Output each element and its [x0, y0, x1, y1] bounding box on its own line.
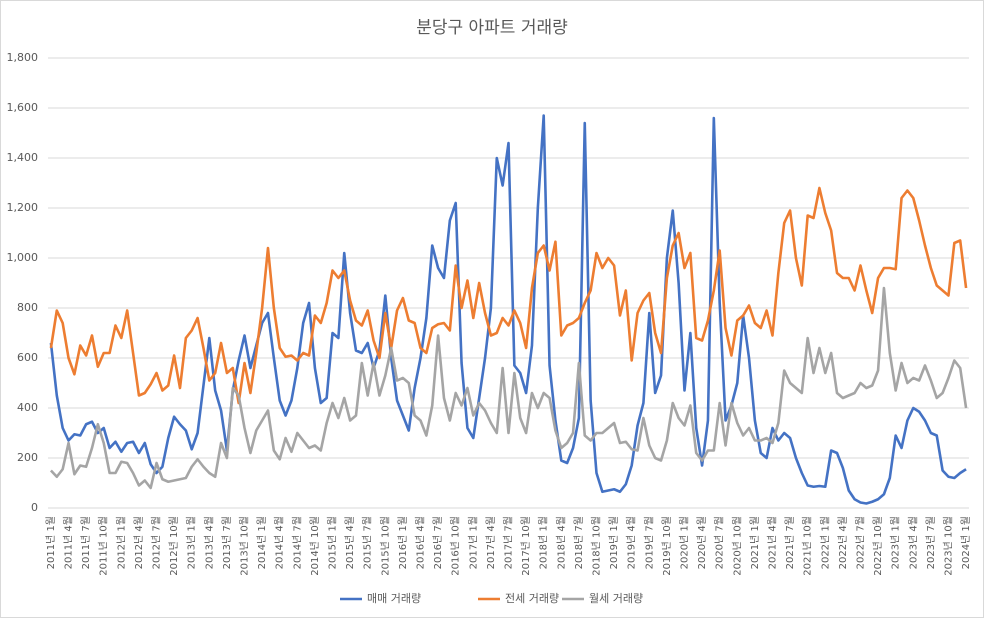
x-tick-label: 2011년 4월 — [63, 516, 75, 569]
legend-label: 전세 거래량 — [505, 592, 559, 605]
x-tick-label: 2014년 10월 — [309, 516, 321, 576]
x-tick-label: 2012년 4월 — [133, 516, 145, 569]
x-tick-label: 2016년 7월 — [432, 516, 444, 569]
x-tick-label: 2018년 4월 — [555, 516, 567, 569]
x-tick-label: 2011년 7월 — [80, 516, 92, 569]
x-tick-label: 2019년 1월 — [608, 516, 620, 569]
x-tick-label: 2024년 1월 — [960, 516, 972, 569]
x-tick-label: 2015년 4월 — [344, 516, 356, 569]
series-line — [49, 114, 967, 505]
y-tick-label: 1,600 — [7, 101, 39, 114]
x-tick-label: 2022년 10월 — [872, 516, 884, 576]
y-tick-label: 800 — [17, 301, 38, 314]
x-tick-label: 2012년 1월 — [115, 516, 127, 569]
x-tick-label: 2014년 4월 — [274, 516, 286, 569]
series-line — [49, 186, 968, 405]
x-tick-label: 2023년 7월 — [925, 516, 937, 569]
y-tick-label: 1,000 — [7, 251, 39, 264]
x-tick-label: 2017년 10월 — [520, 516, 532, 576]
x-tick-label: 2017년 1월 — [467, 516, 479, 569]
legend-label: 매매 거래량 — [367, 592, 421, 605]
y-tick-label: 600 — [17, 351, 38, 364]
series-line — [49, 286, 968, 490]
x-tick-label: 2018년 7월 — [573, 516, 585, 569]
x-tick-label: 2012년 10월 — [168, 516, 180, 576]
x-tick-label: 2012년 7월 — [151, 516, 163, 569]
x-tick-label: 2019년 4월 — [626, 516, 638, 569]
x-tick-label: 2015년 10월 — [379, 516, 391, 576]
x-tick-label: 2018년 1월 — [538, 516, 550, 569]
y-tick-label: 0 — [31, 501, 38, 514]
y-tick-label: 1,200 — [7, 201, 39, 214]
x-tick-label: 2014년 7월 — [291, 516, 303, 569]
legend-label: 월세 거래량 — [589, 592, 643, 605]
x-tick-label: 2019년 10월 — [661, 516, 673, 576]
x-tick-label: 2017년 4월 — [485, 516, 497, 569]
x-tick-label: 2013년 1월 — [186, 516, 198, 569]
y-tick-label: 1,800 — [7, 51, 39, 64]
x-tick-label: 2020년 4월 — [696, 516, 708, 569]
x-tick-label: 2020년 10월 — [731, 516, 743, 576]
x-tick-label: 2020년 1월 — [678, 516, 690, 569]
x-tick-label: 2011년 1월 — [45, 516, 57, 569]
x-tick-label: 2016년 4월 — [415, 516, 427, 569]
x-tick-label: 2022년 4월 — [837, 516, 849, 569]
x-tick-label: 2021년 7월 — [784, 516, 796, 569]
x-tick-label: 2020년 7월 — [714, 516, 726, 569]
x-tick-label: 2013년 7월 — [221, 516, 233, 569]
x-tick-label: 2017년 7월 — [503, 516, 515, 569]
y-tick-label: 400 — [17, 401, 38, 414]
x-tick-label: 2018년 10월 — [590, 516, 602, 576]
x-tick-label: 2019년 7월 — [643, 516, 655, 569]
x-tick-label: 2021년 4월 — [766, 516, 778, 569]
x-tick-label: 2015년 1월 — [327, 516, 339, 569]
x-tick-label: 2015년 7월 — [362, 516, 374, 569]
x-tick-label: 2011년 10월 — [98, 516, 110, 576]
x-tick-label: 2014년 1월 — [256, 516, 268, 569]
x-tick-label: 2023년 1월 — [890, 516, 902, 569]
x-tick-label: 2022년 1월 — [819, 516, 831, 569]
x-tick-label: 2023년 4월 — [907, 516, 919, 569]
x-tick-label: 2023년 10월 — [942, 516, 954, 576]
x-tick-label: 2021년 1월 — [749, 516, 761, 569]
x-tick-label: 2022년 7월 — [854, 516, 866, 569]
x-tick-label: 2013년 10월 — [239, 516, 251, 576]
y-tick-label: 1,400 — [7, 151, 39, 164]
x-tick-label: 2021년 10월 — [802, 516, 814, 576]
x-tick-label: 2013년 4월 — [203, 516, 215, 569]
chart-title: 분당구 아파트 거래량 — [416, 18, 568, 38]
x-tick-label: 2016년 10월 — [450, 516, 462, 576]
x-tick-label: 2016년 1월 — [397, 516, 409, 569]
y-tick-label: 200 — [17, 451, 38, 464]
